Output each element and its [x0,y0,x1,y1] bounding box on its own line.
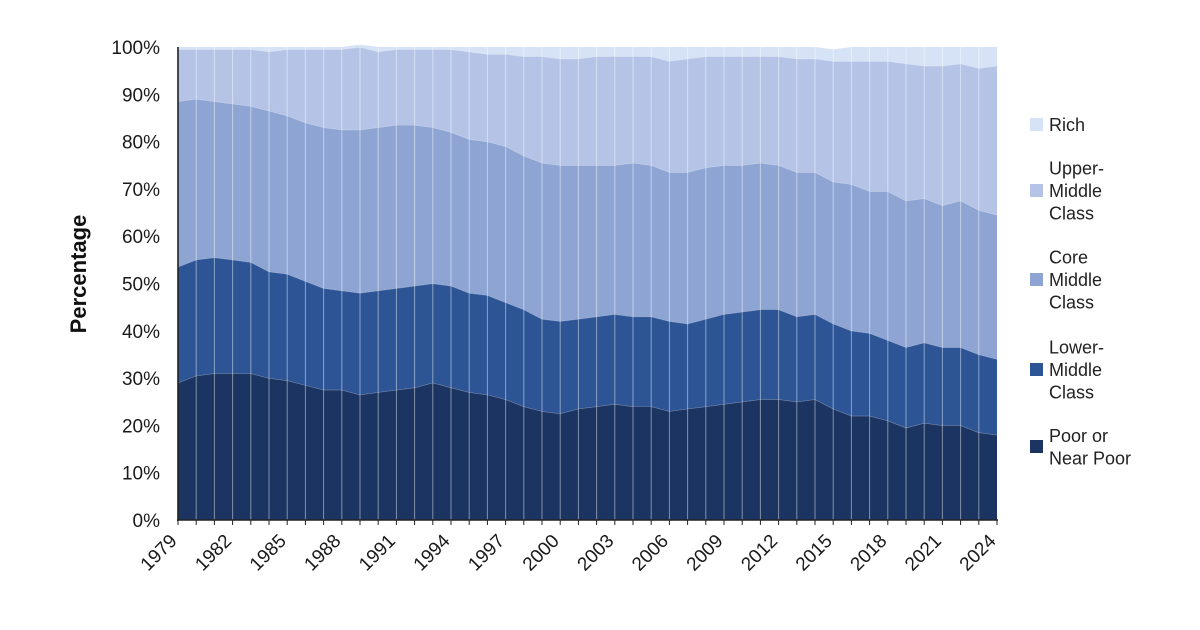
x-tick-label: 2021 [901,531,946,576]
legend-swatch [1030,273,1043,286]
y-tick-label: 10% [122,464,160,485]
y-tick-label: 60% [122,227,160,248]
x-tick-label: 2018 [847,531,892,576]
legend-swatch [1030,440,1043,453]
x-tick-label: 2000 [519,531,564,576]
area-series-2 [178,99,997,360]
area-series-1 [178,257,997,435]
y-tick-label: 70% [122,180,160,201]
legend-label: Rich [1049,115,1085,135]
x-tick-label: 1994 [410,530,455,575]
y-axis-label: Percentage [66,215,91,334]
legend-label: Upper-Middle Class [1049,159,1104,224]
y-axis-ticks: 0% 10% 20% 30% 40% 50% 60% 70% 80% 90% 100% [111,38,160,532]
x-tick-label: 1988 [301,531,346,576]
area-series-3 [178,47,997,215]
legend-label: Lower-Middle Class [1049,338,1104,403]
x-tick-label: 1991 [355,531,400,576]
x-tick-label: 1979 [137,531,182,576]
legend-swatch [1030,184,1043,197]
chart-areas [177,44,998,520]
legend: Rich Upper-Middle Class Core Middle Class Lowe… [1030,115,1131,468]
y-tick-label: 80% [122,133,160,154]
x-tick-label: 2015 [792,531,837,576]
x-tick-label: 2003 [574,531,619,576]
y-tick-label: 90% [122,85,160,106]
y-tick-label: 30% [122,369,160,390]
y-tick-label: 0% [133,511,161,532]
x-tick-label: 1985 [246,531,291,576]
x-tick-label: 1982 [191,531,236,576]
x-tick-label: 2012 [737,531,782,576]
x-tick-label: 2006 [628,531,673,576]
y-tick-label: 40% [122,322,160,343]
x-tick-label: 2009 [683,531,728,576]
area-series-4 [178,44,997,69]
y-tick-label: 50% [122,275,160,296]
year-gridlines [195,44,980,520]
x-tick-label: 2024 [956,530,1001,575]
legend-swatch [1030,118,1043,131]
y-tick-label: 20% [122,416,160,437]
x-tick-label: 1997 [464,531,509,576]
y-tick-label: 100% [111,38,160,59]
legend-label: Core Middle Class [1049,248,1102,313]
legend-label: Poor or Near Poor [1049,426,1131,469]
x-axis-ticks: 1979 1982 1985 1988 1991 1994 1997 2000 2003 2006… [137,520,1001,575]
area-series-0 [178,373,997,520]
legend-swatch [1030,363,1043,376]
axes [177,47,998,521]
